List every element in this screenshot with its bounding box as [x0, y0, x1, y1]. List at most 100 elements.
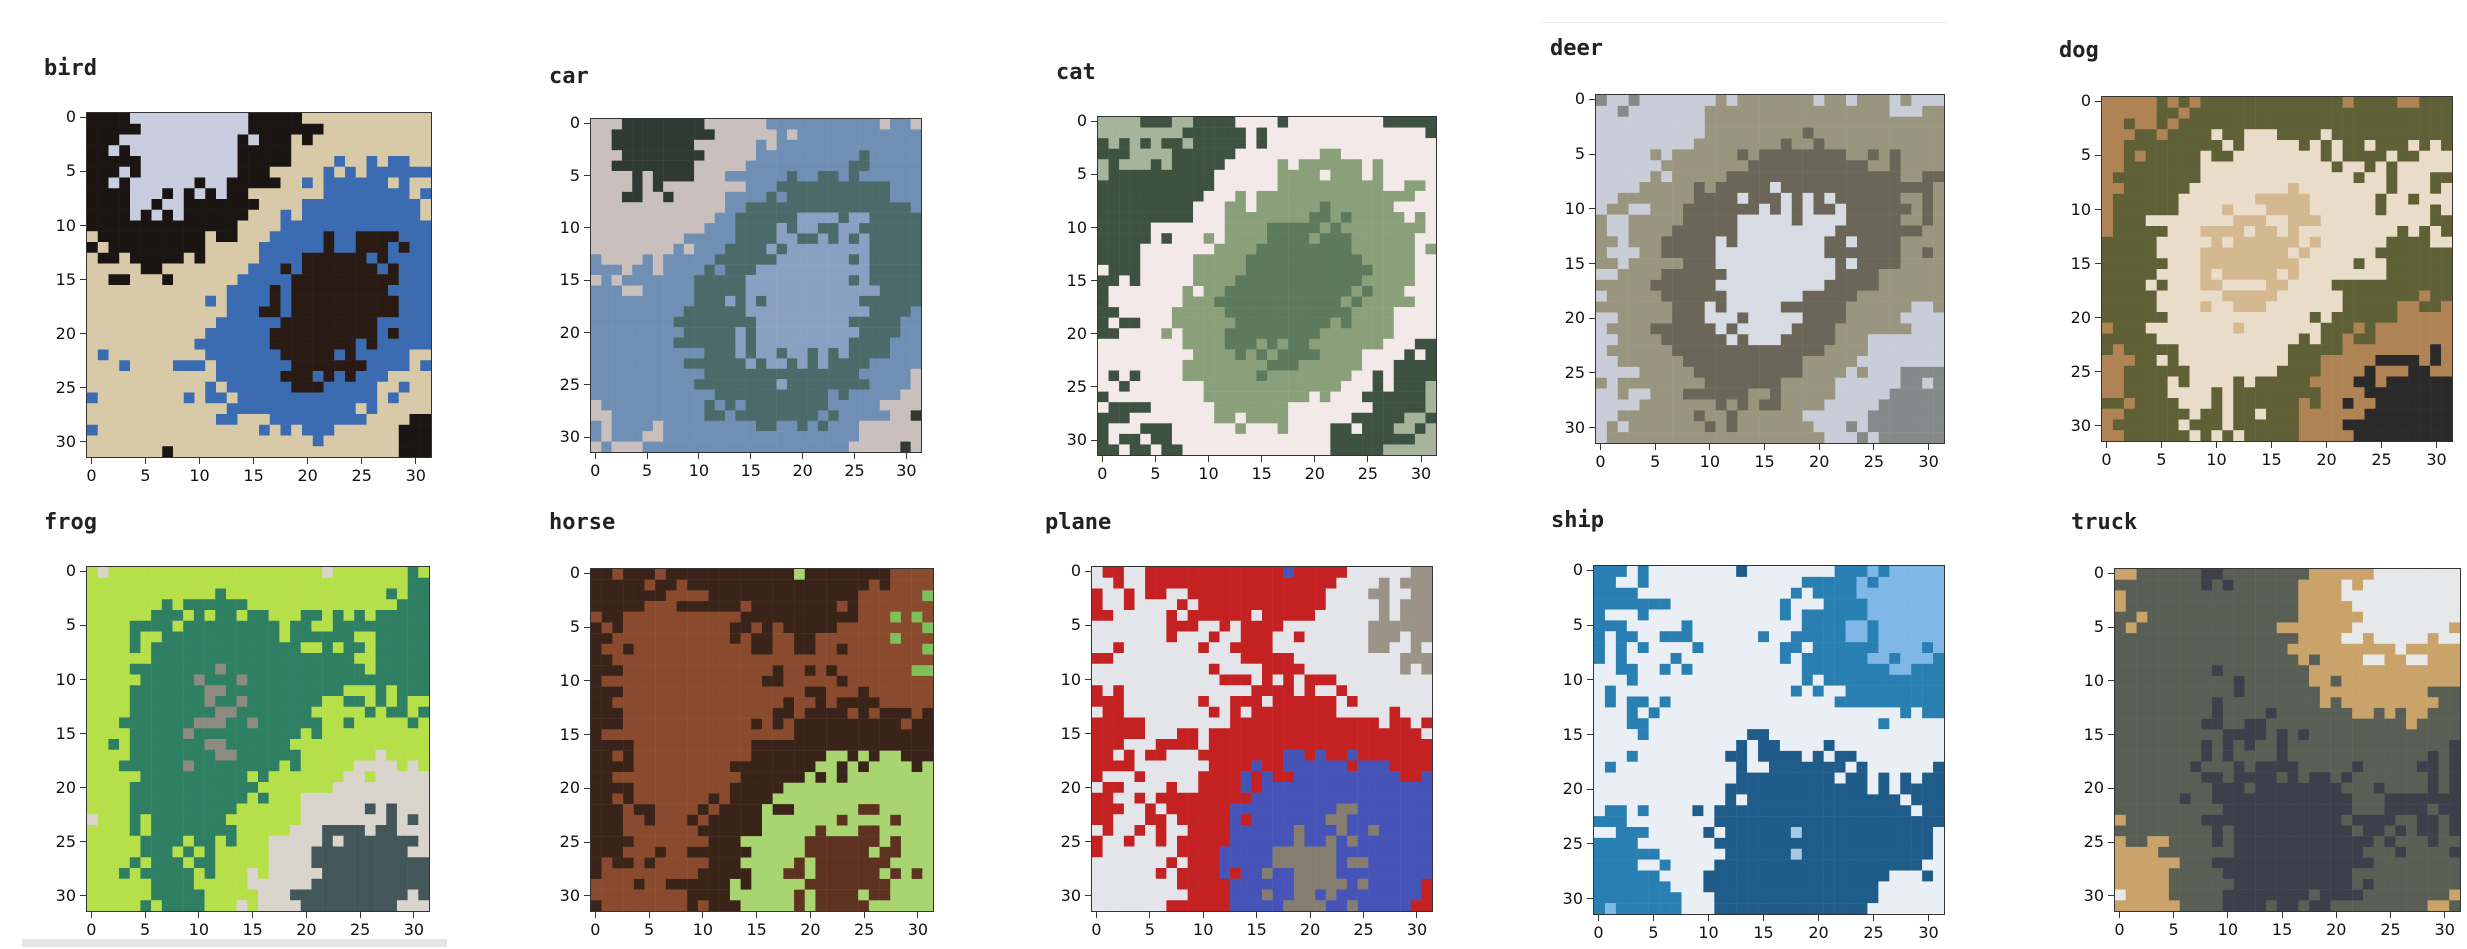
y-tick-mark	[80, 679, 86, 681]
y-tick-label: 10	[559, 217, 580, 237]
y-tick-label: 0	[1070, 561, 1081, 581]
x-tick-mark	[2381, 442, 2382, 448]
x-tick-label: 25	[351, 466, 372, 485]
x-tick-mark	[1708, 915, 1709, 921]
image-pixels	[1098, 117, 1436, 455]
y-tick-label: 5	[65, 161, 76, 181]
image-pixels	[2102, 97, 2452, 441]
x-tick-mark	[1416, 912, 1418, 918]
y-tick-mark	[584, 279, 590, 281]
x-tick-mark	[2436, 442, 2437, 448]
x-tick-label: 10	[692, 920, 714, 939]
y-tick-label: 5	[569, 165, 580, 185]
y-tick-mark	[584, 332, 590, 334]
image-pixels	[87, 567, 429, 911]
y-tick-mark	[1085, 787, 1091, 789]
y-tick-mark	[1589, 317, 1595, 319]
x-tick-label: 30	[1406, 920, 1428, 939]
y-tick-mark	[1085, 679, 1091, 681]
y-tick-label: 5	[2093, 617, 2104, 637]
x-tick-mark	[1095, 912, 1097, 918]
y-tick-label: 5	[1070, 615, 1081, 635]
y-tick-mark	[1091, 439, 1097, 441]
horizontal-scrollbar[interactable]	[22, 939, 447, 947]
x-tick-label: 0	[1593, 923, 1604, 942]
x-tick-label: 10	[188, 920, 210, 939]
x-tick-mark	[253, 458, 255, 464]
y-tick-label: 20	[1060, 777, 1081, 797]
y-tick-mark	[80, 895, 86, 897]
y-tick-label: 25	[1564, 362, 1585, 382]
x-tick-label: 10	[1193, 920, 1214, 939]
y-tick-label: 25	[559, 832, 580, 852]
x-tick-mark	[1928, 915, 1929, 921]
x-tick-label: 0	[1097, 464, 1108, 483]
x-tick-mark	[2281, 912, 2283, 918]
y-tick-label: 30	[2083, 885, 2104, 905]
x-tick-label: 0	[590, 920, 601, 939]
y-tick-label: 15	[1066, 270, 1087, 290]
x-tick-mark	[2118, 912, 2120, 918]
y-tick-label: 15	[559, 270, 580, 290]
x-tick-mark	[2227, 912, 2229, 918]
x-tick-label: 30	[1918, 452, 1939, 471]
y-tick-mark	[2095, 209, 2101, 211]
x-tick-label: 25	[349, 920, 371, 939]
x-tick-mark	[1208, 456, 1210, 462]
x-tick-mark	[2173, 912, 2175, 918]
x-tick-mark	[1654, 444, 1656, 450]
x-tick-label: 20	[1299, 920, 1321, 939]
x-tick-label: 25	[2380, 920, 2401, 939]
x-tick-mark	[1873, 915, 1874, 921]
x-tick-mark	[863, 912, 865, 918]
x-tick-mark	[648, 912, 650, 918]
y-tick-label: 25	[1060, 831, 1081, 851]
x-tick-label: 20	[296, 920, 317, 939]
y-tick-mark	[1085, 841, 1091, 843]
x-tick-mark	[1256, 912, 1258, 918]
x-tick-label: 10	[189, 466, 210, 485]
y-tick-mark	[2095, 100, 2101, 102]
x-tick-mark	[854, 453, 856, 459]
x-tick-mark	[1314, 456, 1316, 462]
y-tick-label: 25	[1562, 833, 1583, 853]
y-tick-label: 20	[55, 777, 76, 797]
x-tick-label: 15	[242, 920, 263, 939]
x-tick-label: 30	[2426, 450, 2447, 469]
x-tick-mark	[2335, 912, 2337, 918]
x-tick-mark	[594, 453, 596, 459]
y-tick-mark	[584, 384, 590, 386]
x-tick-label: 30	[2434, 920, 2455, 939]
y-tick-mark	[1587, 898, 1593, 900]
image-pixels	[1596, 95, 1944, 443]
y-tick-label: 25	[1066, 376, 1087, 396]
y-tick-label: 20	[2070, 307, 2091, 327]
image-pixels	[87, 113, 431, 457]
x-tick-mark	[1873, 444, 1875, 450]
y-tick-label: 10	[55, 669, 76, 689]
y-tick-label: 15	[55, 723, 76, 743]
y-tick-label: 30	[55, 431, 76, 451]
x-tick-mark	[90, 458, 92, 464]
y-tick-mark	[2108, 841, 2114, 843]
image-thumbnail	[1091, 566, 1433, 912]
x-tick-label: 0	[2101, 450, 2112, 469]
y-tick-mark	[2095, 371, 2101, 373]
y-tick-mark	[1091, 173, 1097, 175]
y-tick-label: 25	[559, 374, 580, 394]
y-tick-mark	[80, 570, 86, 572]
y-tick-mark	[584, 680, 590, 682]
x-tick-label: 20	[792, 461, 813, 480]
y-tick-mark	[80, 225, 86, 227]
x-tick-label: 10	[2206, 450, 2227, 469]
x-tick-mark	[1149, 912, 1151, 918]
y-tick-label: 20	[559, 778, 580, 798]
y-tick-mark	[1587, 734, 1593, 736]
y-tick-label: 0	[2093, 563, 2104, 583]
y-tick-label: 25	[55, 831, 76, 851]
x-tick-label: 20	[800, 920, 821, 939]
x-tick-label: 30	[405, 466, 426, 485]
y-tick-mark	[1587, 624, 1593, 626]
y-tick-mark	[1587, 788, 1593, 790]
y-tick-mark	[80, 116, 86, 118]
